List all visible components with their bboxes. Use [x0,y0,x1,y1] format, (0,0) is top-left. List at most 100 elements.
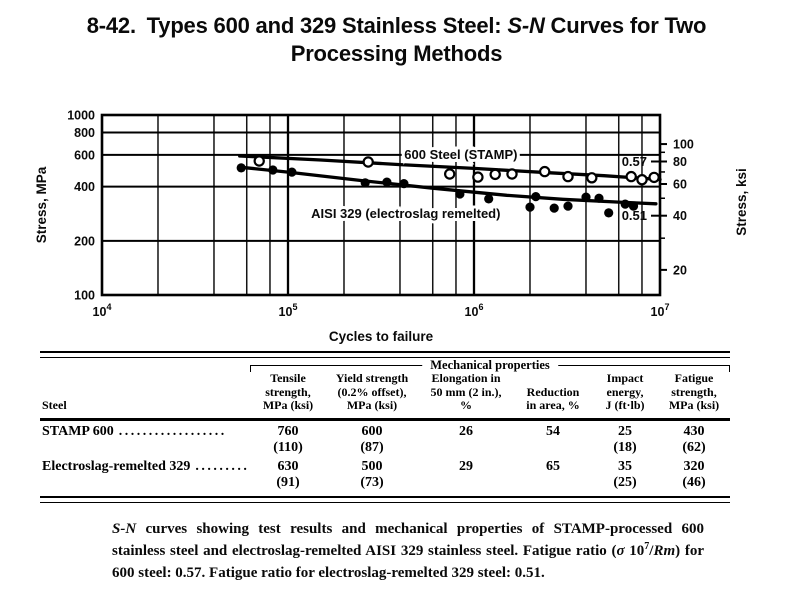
value-ksi: (18) [613,439,637,455]
sn-chart: 1000 800 600 400 200 100 104 105 106 107 100 80 60 40… [30,95,770,350]
data-point [253,155,265,167]
figure-title: 8-42. Types 600 and 329 Stainless Steel:… [0,12,793,68]
column-header: Tensile strength, MPa (ksi) [262,371,314,412]
data-point [628,201,639,211]
data-point [382,177,392,187]
value-ksi: (73) [360,474,384,490]
data-point [563,201,573,211]
data-point [472,171,484,183]
table-cell: 760 (110) [250,424,326,456]
data-point [620,199,630,209]
y-axis-right-title: Stress, ksi [734,168,749,236]
table-cell: 430 (62) [658,424,730,456]
text-segment: S-N [507,13,545,38]
data-point [636,173,648,186]
curve-label-329: AISI 329 (electroslag remelted) [311,206,500,221]
value-mpa: 430 [683,423,705,439]
fatigue-ratio-label: 0.51 [622,208,647,223]
cycles-tick-label: 105 [279,302,298,319]
text-segment: σ [616,543,625,559]
x-axis: 104 105 106 107 [93,302,670,319]
value-mpa: 760 [277,423,299,439]
series-600-stamp: 600 Steel (STAMP) [238,144,662,186]
value-ksi: (91) [276,474,300,490]
value-mpa: 54 [546,423,560,439]
mpa-tick-label: 1000 [67,109,95,123]
text-segment: 8-42. Types 600 and 329 Stainless Steel: [86,13,508,38]
column-header: Reduction in area, % [526,384,580,412]
text-segment: curves showing test results and mechanic… [112,521,704,559]
data-point [625,170,637,183]
data-point [287,167,297,177]
fatigue-ratio-057: 0.57 [622,154,659,169]
mpa-tick-label: 800 [74,126,95,140]
data-point [444,168,456,180]
y-axis-left-title: Stress, MPa [34,166,49,243]
table-header-row: Steel Tensile strength, MPa (ksi) Yield stre… [40,371,730,418]
steel-name-cell: Electroslag-remelted 329......... [40,459,250,475]
text-segment: 7 [644,541,650,552]
mpa-tick-label: 400 [74,180,95,194]
column-header: Elongation in 50 mm (2 in.),% [430,371,502,412]
ksi-tick-label: 80 [673,155,687,169]
column-header: Steel [42,398,67,412]
table-cell: 500 (73) [326,459,418,491]
cycles-tick-label: 107 [651,302,670,319]
cycles-tick-label: 106 [465,302,484,319]
properties-table: Mechanical properties Steel Tensile streng… [40,351,730,503]
text-segment: 10 [624,543,645,559]
table-top-rule [40,351,730,358]
data-point [525,202,535,212]
x-axis-title: Cycles to failure [329,329,434,344]
data-point [594,193,604,203]
data-point [562,170,574,183]
text-segment: Curves for Two [544,13,707,38]
value-mpa: 600 [361,423,383,439]
fatigue-ratio-051: 0.51 [622,208,659,223]
text-segment: Rm [653,543,676,559]
dot-leader: ......... [195,458,250,474]
data-point [586,172,598,184]
ksi-tick-label: 60 [673,177,687,191]
table-cell: 630 (91) [250,459,326,491]
value-mpa: 320 [683,458,705,474]
grid [102,115,660,295]
steel-name: Electroslag-remelted 329 [42,458,191,474]
data-point [604,208,614,218]
mech-properties-label: Mechanical properties [422,358,558,373]
text-segment: / [649,543,654,559]
y-axis-mpa: 1000 800 600 400 200 100 [67,109,95,303]
ksi-tick-label: 20 [673,263,687,277]
dot-leader: .................. [118,423,227,439]
data-point [268,165,278,175]
y-axis-ksi: 100 80 60 40 20 [660,138,694,277]
value-mpa: 65 [546,458,560,474]
table-cell: 25 (18) [592,424,658,456]
table-cell: 35 (25) [592,459,658,491]
text-segment: ) for 600 steel: 0.57. Fatigue ratio for… [112,543,705,581]
mpa-tick-label: 600 [74,148,95,162]
value-ksi: (110) [273,439,303,455]
table-row: STAMP 600.................. 760 (110) 600 (8… [40,421,730,456]
table-body: STAMP 600.................. 760 (110) 600 (8… [40,421,730,491]
value-ksi: (25) [613,474,637,490]
ksi-tick-label: 100 [673,138,694,152]
figure-title-line1: 8-42. Types 600 and 329 Stainless Steel:… [0,12,793,40]
value-mpa: 29 [459,458,473,474]
column-header: Impact energy, J (ft·lb) [605,371,645,412]
table-cell: 65 [514,459,592,475]
mpa-tick-label: 200 [74,234,95,248]
text-segment: S-N [112,521,137,537]
value-ksi: (62) [682,439,706,455]
value-mpa: 26 [459,423,473,439]
figure-caption: S-N curves showing test results and mech… [112,518,704,584]
data-point [362,156,374,168]
figure-title-line2: Processing Methods [290,41,503,66]
cycles-tick-label: 104 [93,302,112,319]
column-header: Yield strength (0.2% offset), MPa (ksi) [335,371,409,412]
mpa-tick-label: 100 [74,289,95,303]
steel-name: STAMP 600 [42,423,114,439]
table-cell: 54 [514,424,592,440]
